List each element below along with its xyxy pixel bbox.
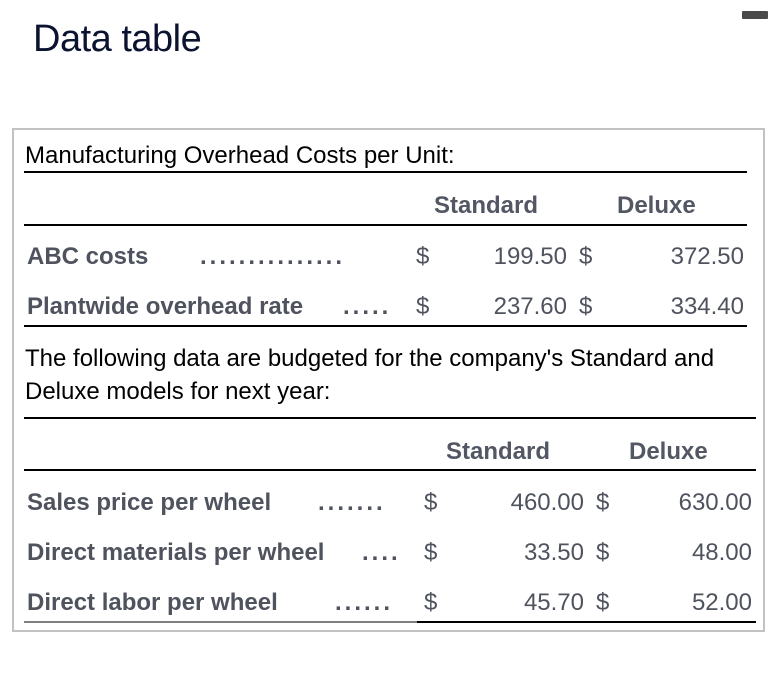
currency-symbol: $: [596, 539, 610, 566]
value-deluxe: 630.00: [678, 489, 752, 516]
value-deluxe: 334.40: [670, 293, 744, 320]
section2-bottom-rule: [417, 621, 756, 623]
row-label: Direct materials per wheel: [27, 539, 325, 566]
caption-underline: [24, 171, 747, 173]
value-deluxe: 48.00: [691, 539, 752, 566]
currency-symbol: $: [416, 293, 430, 320]
currency-symbol: $: [579, 243, 593, 270]
section1-caption: Manufacturing Overhead Costs per Unit:: [25, 142, 455, 169]
value-standard: 33.50: [523, 539, 584, 566]
value-standard: 237.60: [493, 293, 567, 320]
value-standard: 199.50: [493, 243, 567, 270]
row-label: Plantwide overhead rate: [27, 293, 304, 320]
currency-symbol: $: [424, 489, 438, 516]
col-header-standard: Standard: [434, 192, 539, 219]
leader-dots: ....: [362, 539, 401, 566]
value-standard: 460.00: [510, 489, 584, 516]
currency-symbol: $: [596, 489, 610, 516]
header-underline: [24, 469, 756, 471]
leader-dots: .....: [343, 293, 392, 320]
currency-symbol: $: [424, 589, 438, 616]
currency-symbol: $: [579, 293, 593, 320]
currency-symbol: $: [596, 589, 610, 616]
minimize-button[interactable]: [742, 11, 768, 19]
col-header-deluxe: Deluxe: [617, 192, 696, 219]
value-standard: 45.70: [523, 589, 584, 616]
section1-bottom-rule: [24, 325, 747, 327]
value-deluxe: 372.50: [670, 243, 744, 270]
data-table-box: [12, 128, 765, 632]
leader-dots: ...............: [200, 243, 346, 270]
row-label: Direct labor per wheel: [27, 589, 278, 616]
value-deluxe: 52.00: [691, 589, 752, 616]
header-underline: [24, 224, 747, 226]
description-text: The following data are budgeted for the …: [25, 345, 715, 405]
col-header-deluxe: Deluxe: [629, 438, 708, 465]
currency-symbol: $: [416, 243, 430, 270]
dialog-title: Data table: [33, 18, 202, 60]
leader-dots: .......: [318, 489, 386, 516]
paragraph-underline: [24, 417, 756, 419]
leader-dots: ......: [335, 589, 394, 616]
currency-symbol: $: [424, 539, 438, 566]
row-label: Sales price per wheel: [27, 489, 272, 516]
row-label-bottom-rule: [24, 621, 417, 623]
row-label: ABC costs: [27, 243, 149, 270]
col-header-standard: Standard: [446, 438, 551, 465]
